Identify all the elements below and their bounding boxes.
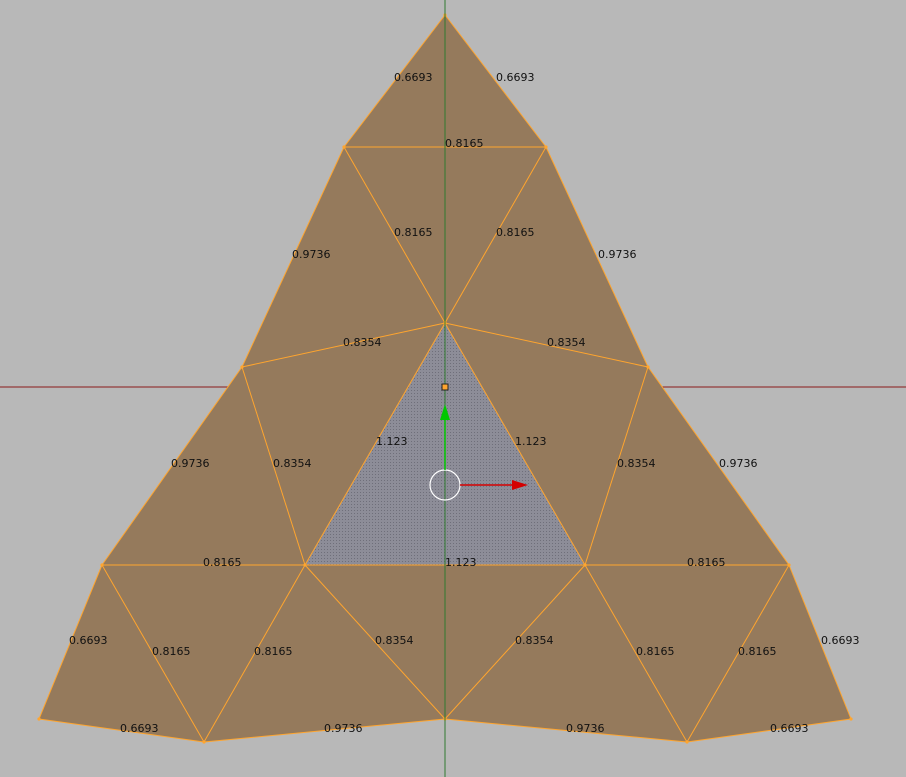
edge-length-label: 1.123 <box>515 435 547 448</box>
edge-length-label: 0.9736 <box>598 248 637 261</box>
edge-length-label: 0.8165 <box>254 645 293 658</box>
mesh-vertices[interactable] <box>37 13 853 744</box>
mesh-face[interactable] <box>242 323 445 565</box>
edge-length-label: 0.8354 <box>343 336 382 349</box>
edge-length-label: 0.9736 <box>171 457 210 470</box>
edge-length-label: 0.6693 <box>394 71 433 84</box>
edge-length-label: 0.8165 <box>394 226 433 239</box>
object-origin-icon[interactable] <box>441 383 449 391</box>
mesh-face[interactable] <box>445 565 687 742</box>
edge-length-label: 0.9736 <box>566 722 605 735</box>
transform-gizmo[interactable] <box>429 404 528 501</box>
mesh-face[interactable] <box>445 147 648 367</box>
edge-length-label: 1.123 <box>376 435 408 448</box>
edge-length-label: 0.8354 <box>547 336 586 349</box>
edge-length-labels: 0.6693 0.6693 0.8165 0.8165 0.8165 0.973… <box>69 71 860 735</box>
edge-length-label: 1.123 <box>445 556 477 569</box>
edge-length-label: 0.8165 <box>636 645 675 658</box>
edge-length-label: 0.8165 <box>445 137 484 150</box>
gizmo-x-arrow-icon[interactable] <box>512 480 528 490</box>
edge-length-label: 0.6693 <box>69 634 108 647</box>
edge-length-label: 0.9736 <box>292 248 331 261</box>
edge-length-label: 0.8165 <box>496 226 535 239</box>
gizmo-y-arrow-icon[interactable] <box>440 404 450 420</box>
edge-length-label: 0.8165 <box>738 645 777 658</box>
edge-length-label: 0.9736 <box>324 722 363 735</box>
edge-length-label: 0.8354 <box>617 457 656 470</box>
mesh-face[interactable] <box>204 565 445 742</box>
edge-length-label: 0.8354 <box>375 634 414 647</box>
mesh-edges[interactable] <box>38 14 852 743</box>
edge-length-label: 0.8165 <box>687 556 726 569</box>
mesh-face[interactable] <box>687 565 851 742</box>
edge-length-label: 0.6693 <box>496 71 535 84</box>
mesh-face[interactable] <box>102 367 305 565</box>
edge-length-label: 0.8354 <box>273 457 312 470</box>
mesh-face[interactable] <box>585 565 789 742</box>
edge-length-label: 0.6693 <box>120 722 159 735</box>
mesh-face[interactable] <box>39 565 204 742</box>
edge-length-label: 0.6693 <box>770 722 809 735</box>
mesh-face[interactable] <box>445 323 648 565</box>
mesh-face[interactable] <box>242 147 445 367</box>
mesh-face[interactable] <box>102 565 305 742</box>
edge-length-label: 0.6693 <box>821 634 860 647</box>
edge-length-label: 0.8165 <box>152 645 191 658</box>
edge-length-label: 0.9736 <box>719 457 758 470</box>
edge-length-label: 0.8354 <box>515 634 554 647</box>
mesh-face[interactable] <box>585 367 789 565</box>
edge-length-label: 0.8165 <box>203 556 242 569</box>
